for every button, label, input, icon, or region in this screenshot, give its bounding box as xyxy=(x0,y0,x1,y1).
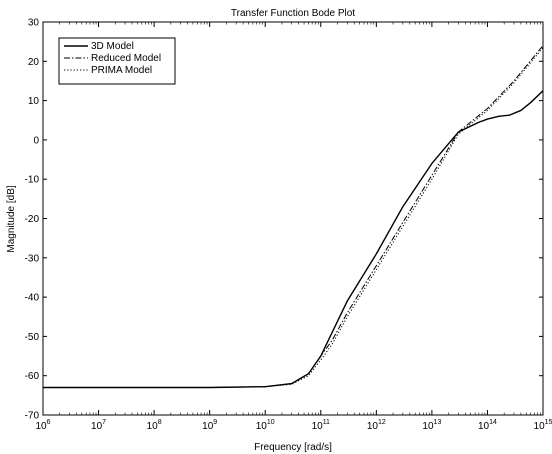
x-tick-label: 1011 xyxy=(312,419,330,432)
legend-label-reduced-model: Reduced Model xyxy=(91,53,161,64)
series-layer xyxy=(43,45,544,389)
x-tick-label: 109 xyxy=(202,419,217,432)
chart-title: Transfer Function Bode Plot xyxy=(231,8,355,19)
y-tick-label: 30 xyxy=(28,18,40,29)
x-tick-label: 1010 xyxy=(256,419,275,432)
y-tick-label: 0 xyxy=(33,135,39,146)
x-tick-label: 106 xyxy=(35,419,50,432)
x-tick-label: 1014 xyxy=(478,419,497,432)
x-tick-label: 1015 xyxy=(534,419,552,432)
y-tick-label: -40 xyxy=(25,293,40,304)
x-tick-label: 1012 xyxy=(367,419,386,432)
y-tick-label: -30 xyxy=(25,253,40,264)
x-axis-ticks: 106 107 108 109 1010 1011 1012 1013 1014 1015 xyxy=(35,22,552,432)
x-tick-label: 108 xyxy=(147,419,162,432)
y-axis-label: Magnitude [dB] xyxy=(6,185,17,252)
legend: 3D Model Reduced Model PRIMA Model xyxy=(58,37,176,85)
y-tick-label: -10 xyxy=(25,175,40,186)
x-tick-label: 107 xyxy=(91,419,106,432)
series-line-prima-model xyxy=(43,47,544,388)
y-tick-label: -70 xyxy=(25,411,40,422)
y-tick-label: -60 xyxy=(25,371,40,382)
x-axis-label: Frequency [rad/s] xyxy=(254,442,332,453)
legend-label-3d-model: 3D Model xyxy=(91,41,134,52)
y-tick-label: 20 xyxy=(28,57,40,68)
y-tick-label: 10 xyxy=(28,96,40,107)
y-axis-ticks: -70 -60 -50 -40 -30 -20 -10 0 10 20 30 xyxy=(25,18,543,422)
y-tick-label: -20 xyxy=(25,214,40,225)
series-line-reduced-model xyxy=(43,45,544,388)
legend-label-prima-model: PRIMA Model xyxy=(91,65,152,76)
x-tick-label: 1013 xyxy=(422,419,441,432)
y-tick-label: -50 xyxy=(25,332,40,343)
